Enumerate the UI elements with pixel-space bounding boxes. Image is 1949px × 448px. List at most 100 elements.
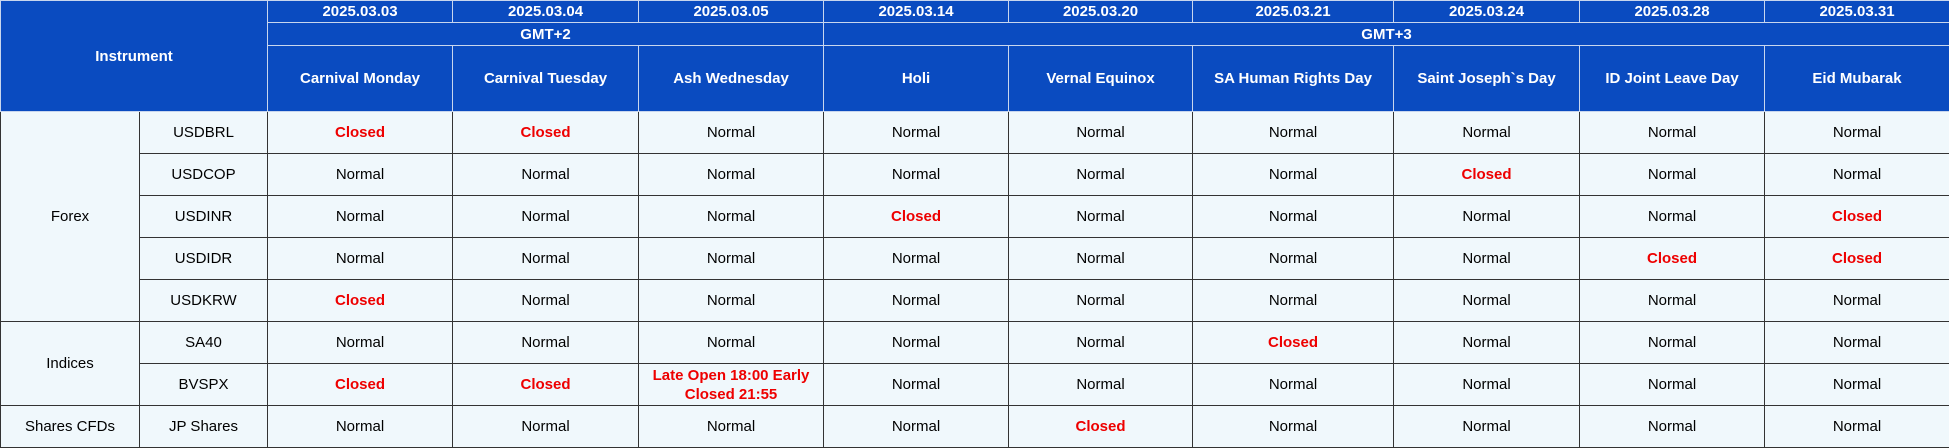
status-cell: Normal xyxy=(452,237,640,280)
status-cell: Normal xyxy=(1192,237,1395,280)
status-cell: Normal xyxy=(823,363,1010,406)
status-cell: Normal xyxy=(823,279,1010,322)
date-header: 2025.03.14 xyxy=(823,0,1010,23)
status-cell: Closed xyxy=(823,195,1010,238)
status-cell: Normal xyxy=(1008,111,1194,154)
status-cell: Closed xyxy=(1008,405,1194,448)
status-cell: Closed xyxy=(1764,195,1949,238)
status-cell: Normal xyxy=(1393,363,1581,406)
status-cell: Normal xyxy=(1764,321,1949,364)
status-cell: Normal xyxy=(638,237,825,280)
status-cell: Normal xyxy=(1393,237,1581,280)
status-cell: Normal xyxy=(1579,321,1766,364)
status-cell: Normal xyxy=(452,405,640,448)
instrument-name: JP Shares xyxy=(138,405,269,448)
instrument-name: BVSPX xyxy=(138,363,269,406)
status-cell: Normal xyxy=(452,195,640,238)
status-cell: Normal xyxy=(1764,111,1949,154)
status-cell: Normal xyxy=(1192,153,1395,196)
status-cell: Normal xyxy=(1192,363,1395,406)
table-row: USDKRW Closed Normal Normal Normal Normal Norm… xyxy=(1,279,1949,322)
holiday-header: Vernal Equinox xyxy=(1008,45,1194,112)
timezone: GMT+3 xyxy=(823,22,1949,46)
group-name: Shares CFDs xyxy=(0,405,140,448)
holiday-header: Eid Mubarak xyxy=(1764,45,1949,112)
status-cell: Normal xyxy=(1579,153,1766,196)
status-cell: Normal xyxy=(1192,195,1395,238)
table-row: USDCOP Normal Normal Normal Normal Normal Norm… xyxy=(1,153,1949,196)
status-cell: Normal xyxy=(823,237,1010,280)
status-cell: Normal xyxy=(1764,153,1949,196)
status-cell: Normal xyxy=(267,195,454,238)
group-name: Indices xyxy=(0,321,140,406)
date-header: 2025.03.31 xyxy=(1764,0,1949,23)
date-header: 2025.03.24 xyxy=(1393,0,1581,23)
status-cell: Normal xyxy=(267,405,454,448)
instrument-name: USDCOP xyxy=(138,153,269,196)
date-header: 2025.03.21 xyxy=(1192,0,1395,23)
table-row: Shares CFDs JP Shares Normal Normal Normal No… xyxy=(0,405,1949,448)
status-cell: Normal xyxy=(1008,279,1194,322)
instrument-name: USDINR xyxy=(138,195,269,238)
status-cell: Normal xyxy=(1579,111,1766,154)
instrument-name: USDBRL xyxy=(138,111,269,154)
holiday-header: Carnival Monday xyxy=(267,45,454,112)
table-row: Forex USDBRL Closed Closed Normal Normal Norma… xyxy=(0,111,1949,322)
table-row: Indices SA40 Normal Normal Normal Normal Norma… xyxy=(0,321,1949,406)
date-header: 2025.03.05 xyxy=(638,0,825,23)
timezone: GMT+2 xyxy=(267,22,825,46)
status-cell: Normal xyxy=(1192,279,1395,322)
status-cell: Normal xyxy=(1579,195,1766,238)
holiday-header: Ash Wednesday xyxy=(638,45,825,112)
status-cell: Normal xyxy=(638,405,825,448)
holiday-header: Holi xyxy=(823,45,1010,112)
status-cell: Normal xyxy=(1192,111,1395,154)
status-cell: Normal xyxy=(267,321,454,364)
status-cell: Closed xyxy=(267,111,454,154)
status-cell: Closed xyxy=(1579,237,1766,280)
status-cell: Normal xyxy=(638,321,825,364)
status-cell: Normal xyxy=(638,279,825,322)
status-cell: Normal xyxy=(452,321,640,364)
holiday-header: ID Joint Leave Day xyxy=(1579,45,1766,112)
table-row: USDIDR Normal Normal Normal Normal Normal Norm… xyxy=(1,237,1949,280)
holiday-header: Carnival Tuesday xyxy=(452,45,640,112)
date-header: 2025.03.20 xyxy=(1008,0,1194,23)
status-cell: Normal xyxy=(823,111,1010,154)
status-cell: Closed xyxy=(267,363,454,406)
status-cell: Normal xyxy=(1008,321,1194,364)
status-cell: Normal xyxy=(1764,279,1949,322)
status-cell: Normal xyxy=(1393,111,1581,154)
status-cell: Normal xyxy=(1764,405,1949,448)
status-cell: Normal xyxy=(823,321,1010,364)
status-cell: Normal xyxy=(1008,195,1194,238)
instrument-name: USDIDR xyxy=(138,237,269,280)
status-cell: Normal xyxy=(1008,153,1194,196)
status-cell: Late Open 18:00 Early Closed 21:55 xyxy=(638,363,825,406)
status-cell: Normal xyxy=(1579,405,1766,448)
status-cell: Normal xyxy=(1393,279,1581,322)
status-cell: Normal xyxy=(452,153,640,196)
holiday-header: Saint Joseph`s Day xyxy=(1393,45,1581,112)
table-body: Forex USDBRL Closed Closed Normal Normal Norma… xyxy=(0,111,1949,448)
table-row: BVSPX Closed Closed Late Open 18:00 Early C… xyxy=(1,363,1949,406)
status-cell: Closed xyxy=(1192,321,1395,364)
status-cell: Normal xyxy=(823,153,1010,196)
table-row: USDINR Normal Normal Normal Closed Normal Norm… xyxy=(1,195,1949,238)
status-cell: Normal xyxy=(638,153,825,196)
status-cell: Normal xyxy=(638,111,825,154)
status-cell: Normal xyxy=(1393,195,1581,238)
status-cell: Normal xyxy=(1008,237,1194,280)
instrument-name: SA40 xyxy=(138,321,269,364)
date-header: 2025.03.03 xyxy=(267,0,454,23)
group-name: Forex xyxy=(0,111,140,322)
status-cell: Normal xyxy=(638,195,825,238)
status-cell: Normal xyxy=(1393,405,1581,448)
status-cell: Normal xyxy=(452,279,640,322)
status-cell: Normal xyxy=(1579,363,1766,406)
status-cell: Closed xyxy=(267,279,454,322)
status-cell: Closed xyxy=(452,363,640,406)
status-cell: Normal xyxy=(1579,279,1766,322)
